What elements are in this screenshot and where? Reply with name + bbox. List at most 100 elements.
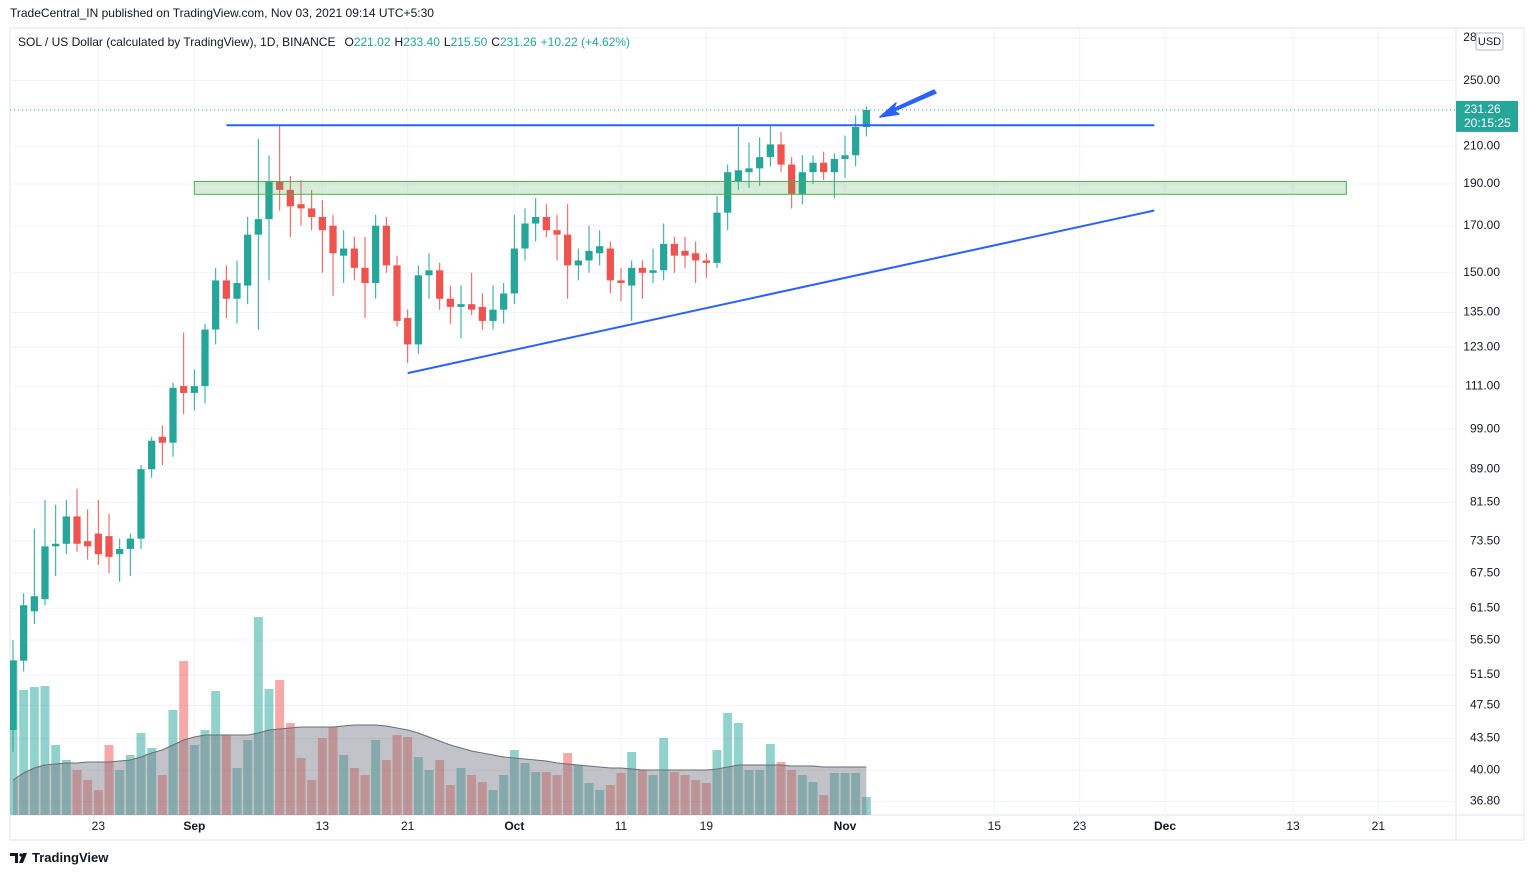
legend-key: C xyxy=(491,35,500,49)
logo-mark xyxy=(10,853,18,863)
volume-bar xyxy=(765,744,775,815)
volume-bar xyxy=(477,782,487,815)
volume-bar xyxy=(349,768,359,815)
volume-ma-area xyxy=(13,725,867,815)
volume-bar xyxy=(573,765,583,815)
volume-bar xyxy=(10,660,18,815)
candle-body xyxy=(361,267,369,283)
y-tick-label: 135.00 xyxy=(1463,305,1500,319)
volume-bar xyxy=(701,783,711,815)
y-tick-label: 150.00 xyxy=(1463,265,1500,279)
volume-bar xyxy=(840,773,850,815)
candle-body xyxy=(372,225,380,283)
y-tick-label: 36.80 xyxy=(1470,794,1500,808)
legend: SOL / US Dollar (calculated by TradingVi… xyxy=(18,35,634,49)
candle-body xyxy=(606,248,614,281)
volume-bar xyxy=(829,773,839,815)
volume-bar xyxy=(125,755,135,815)
logo-mark xyxy=(19,853,27,863)
candle-body xyxy=(777,144,785,165)
volume-bar xyxy=(861,797,871,815)
x-tick-label: 21 xyxy=(1372,819,1386,833)
legend-change: +10.22 (+4.62%) xyxy=(540,35,631,49)
candle-body xyxy=(585,250,593,261)
volume-bar xyxy=(520,763,530,815)
volume-bar xyxy=(136,733,146,815)
volume-bar xyxy=(456,768,466,815)
y-tick-label: 47.50 xyxy=(1470,698,1500,712)
x-tick-label: 13 xyxy=(1286,819,1300,833)
candle-body xyxy=(94,533,102,555)
volume-bar xyxy=(104,745,114,815)
candle-body xyxy=(649,270,657,273)
volume-bar xyxy=(317,738,327,815)
legend-value: 221.02 xyxy=(353,35,391,49)
candle-body xyxy=(553,230,561,235)
y-tick-label: 190.00 xyxy=(1463,176,1500,190)
candle-body xyxy=(564,234,572,266)
candle-body xyxy=(692,253,700,261)
trend-line xyxy=(407,209,1155,375)
x-tick-label: 21 xyxy=(401,819,415,833)
volume-bar xyxy=(307,780,317,815)
volume-bar xyxy=(797,775,807,815)
volume-bar xyxy=(808,782,818,815)
volume-bar xyxy=(51,745,61,815)
volume-bar xyxy=(61,760,71,815)
legend-key: H xyxy=(394,35,404,49)
candle-body xyxy=(841,155,849,159)
candle-body xyxy=(254,219,262,235)
volume-bar xyxy=(211,691,221,815)
volume-bar xyxy=(93,790,103,815)
volume-bar xyxy=(776,762,786,815)
candle-body xyxy=(702,260,710,263)
candle-body xyxy=(510,248,518,294)
volume-bar xyxy=(851,773,861,815)
x-tick-label: 15 xyxy=(988,819,1002,833)
volume-bar xyxy=(659,738,669,815)
volume-bar xyxy=(627,752,637,815)
volume-bar xyxy=(147,748,157,815)
candle-body xyxy=(542,216,550,231)
candle-body xyxy=(809,162,817,173)
volume-bar xyxy=(253,617,263,815)
volume-bar xyxy=(467,775,477,815)
volume-bar xyxy=(40,686,50,815)
volume-bar xyxy=(157,775,167,815)
volume-bar xyxy=(232,768,242,815)
candle-body xyxy=(233,282,241,299)
volume-ma-line xyxy=(12,724,867,781)
last-price-box xyxy=(1456,100,1518,132)
candle-body xyxy=(532,216,540,224)
candle-body xyxy=(265,181,273,220)
candle-body xyxy=(286,189,294,207)
legend-key: O xyxy=(344,35,354,49)
volume-bar xyxy=(712,750,722,815)
candle-body xyxy=(105,536,113,557)
candle-body xyxy=(116,548,124,555)
candle-body xyxy=(393,265,401,321)
y-tick-label: 210.00 xyxy=(1463,138,1500,152)
volume-bar xyxy=(72,770,82,815)
candle-body xyxy=(276,181,284,190)
candle-body xyxy=(766,144,774,158)
candle-body xyxy=(798,172,806,194)
candle-body xyxy=(436,270,444,299)
y-tick-label: 40.00 xyxy=(1470,762,1500,776)
volume-bar xyxy=(221,735,231,815)
candle-body xyxy=(628,267,636,286)
candle-body xyxy=(724,172,732,213)
candle-body xyxy=(126,538,134,549)
y-tick-label: 61.50 xyxy=(1470,600,1500,614)
candle-body xyxy=(340,248,348,256)
volume-bar xyxy=(264,689,274,815)
y-tick-label: 250.00 xyxy=(1463,73,1500,87)
candle-body xyxy=(84,541,92,547)
candle-body xyxy=(297,204,305,209)
volume-bar xyxy=(531,772,541,815)
legend-key: L xyxy=(443,35,451,49)
candle-body xyxy=(148,440,156,470)
candle-body xyxy=(404,318,412,345)
volume-bar xyxy=(19,690,29,815)
